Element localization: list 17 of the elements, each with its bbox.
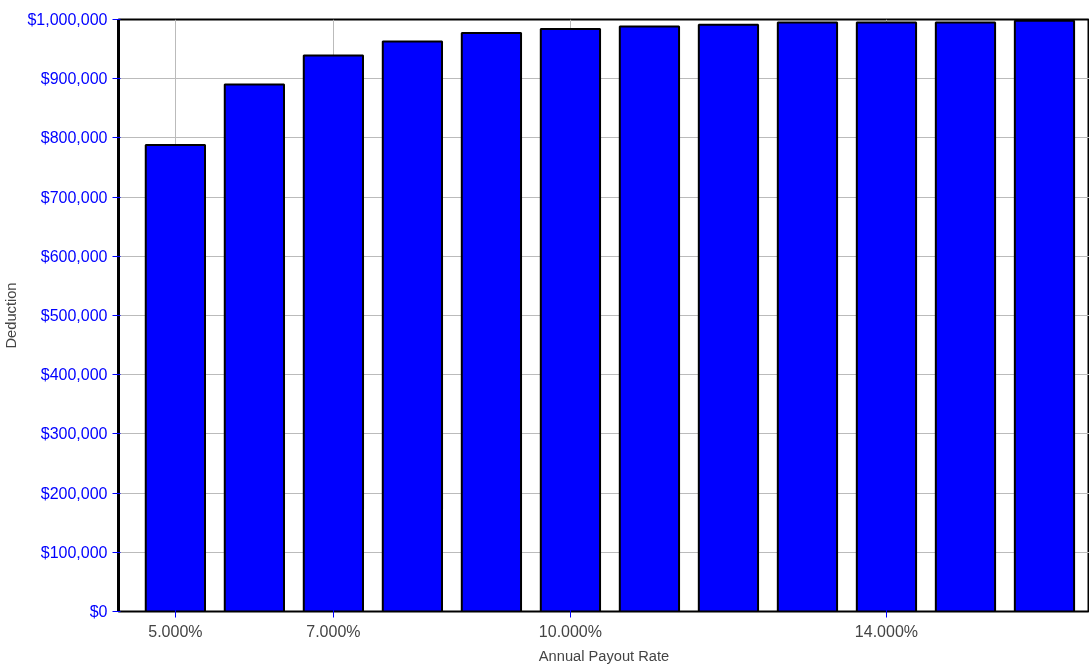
y-tick-label: $700,000	[40, 188, 108, 206]
x-tick-label: 7.000%	[306, 622, 361, 640]
x-axis-title: Annual Payout Rate	[538, 647, 670, 664]
y-tick-label: $0	[89, 603, 108, 620]
y-tick-label: $400,000	[40, 366, 108, 384]
y-tick-label: $200,000	[40, 484, 108, 502]
y-tick-label: $1,000,000	[27, 11, 108, 28]
y-tick-label: $900,000	[40, 70, 108, 88]
x-tick-label: 10.000%	[538, 622, 603, 640]
x-tick-label: 5.000%	[148, 622, 203, 640]
y-tick-label: $100,000	[40, 543, 108, 561]
x-tick-label: 14.000%	[854, 622, 919, 640]
y-tick-label: $300,000	[40, 425, 108, 443]
y-tick-label: $600,000	[40, 247, 108, 265]
y-tick-label: $800,000	[40, 129, 108, 147]
y-tick-label: $500,000	[40, 307, 108, 324]
y-axis-title: Deduction	[3, 282, 20, 349]
